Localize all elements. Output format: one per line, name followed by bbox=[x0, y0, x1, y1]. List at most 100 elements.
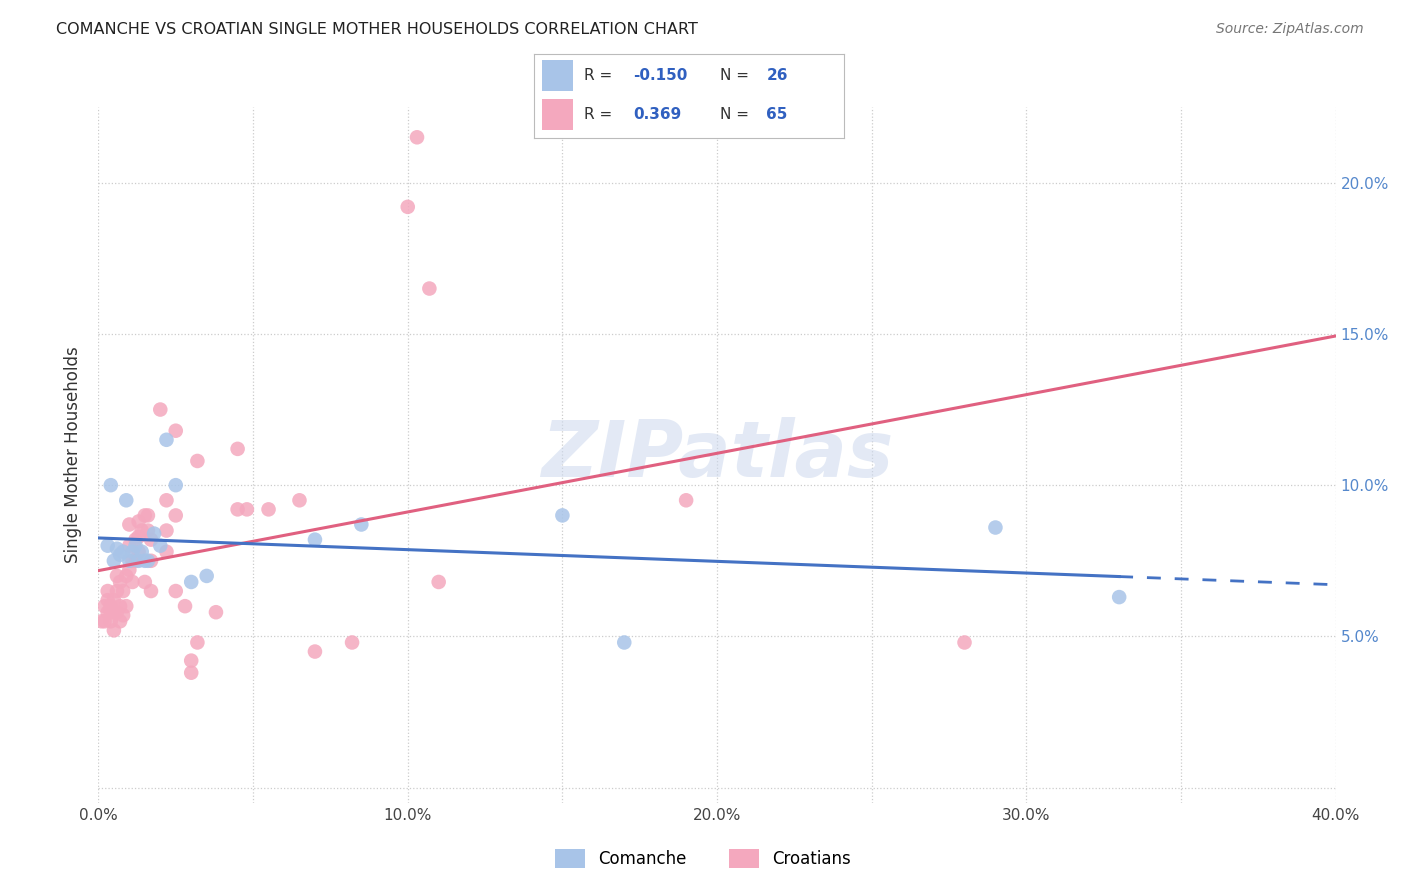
Point bbox=[226, 502, 249, 516]
Point bbox=[1108, 590, 1130, 604]
Point bbox=[984, 520, 1007, 534]
Point bbox=[165, 584, 187, 599]
Point bbox=[105, 569, 128, 583]
Point bbox=[288, 493, 311, 508]
Point bbox=[180, 665, 202, 680]
Point bbox=[134, 508, 156, 523]
Point bbox=[100, 478, 122, 492]
Point bbox=[406, 130, 429, 145]
Point bbox=[121, 574, 143, 589]
Text: R =: R = bbox=[583, 68, 617, 83]
Point bbox=[97, 584, 120, 599]
Point bbox=[155, 493, 177, 508]
Point bbox=[100, 599, 122, 614]
Point bbox=[165, 508, 187, 523]
Point bbox=[121, 554, 143, 568]
Point bbox=[108, 574, 131, 589]
Point bbox=[118, 539, 141, 553]
Point bbox=[118, 563, 141, 577]
Point bbox=[131, 524, 153, 538]
Point bbox=[100, 605, 122, 619]
Point bbox=[115, 599, 138, 614]
Point bbox=[155, 524, 177, 538]
Point bbox=[136, 508, 159, 523]
Point bbox=[100, 615, 122, 629]
Point bbox=[396, 200, 419, 214]
Text: N =: N = bbox=[720, 68, 754, 83]
Point bbox=[186, 454, 208, 468]
Point bbox=[675, 493, 697, 508]
Text: -0.150: -0.150 bbox=[633, 68, 688, 83]
Point bbox=[155, 545, 177, 559]
Point bbox=[613, 635, 636, 649]
Point bbox=[134, 574, 156, 589]
Point bbox=[165, 478, 187, 492]
Point bbox=[149, 402, 172, 417]
Point bbox=[124, 554, 146, 568]
Y-axis label: Single Mother Households: Single Mother Households bbox=[65, 347, 83, 563]
Point bbox=[128, 554, 150, 568]
Point bbox=[165, 424, 187, 438]
Point bbox=[340, 635, 363, 649]
Point bbox=[124, 539, 146, 553]
FancyBboxPatch shape bbox=[541, 61, 574, 91]
Point bbox=[174, 599, 197, 614]
Point bbox=[124, 533, 146, 547]
Point bbox=[97, 605, 120, 619]
Point bbox=[257, 502, 280, 516]
Point bbox=[953, 635, 976, 649]
Point bbox=[350, 517, 373, 532]
Text: N =: N = bbox=[720, 107, 754, 122]
Point bbox=[236, 502, 259, 516]
Point bbox=[90, 615, 112, 629]
Legend: Comanche, Croatians: Comanche, Croatians bbox=[548, 842, 858, 875]
Point bbox=[155, 433, 177, 447]
Point bbox=[115, 569, 138, 583]
Point bbox=[93, 615, 115, 629]
Point bbox=[108, 548, 131, 562]
Point bbox=[108, 599, 131, 614]
Point bbox=[304, 533, 326, 547]
Point bbox=[134, 554, 156, 568]
Text: 26: 26 bbox=[766, 68, 787, 83]
Point bbox=[115, 493, 138, 508]
Point bbox=[118, 554, 141, 568]
Point bbox=[128, 530, 150, 544]
Point bbox=[103, 554, 125, 568]
Point bbox=[93, 599, 115, 614]
Point bbox=[427, 574, 450, 589]
Point bbox=[139, 584, 162, 599]
Point bbox=[128, 545, 150, 559]
Point bbox=[105, 541, 128, 556]
Point bbox=[112, 608, 135, 623]
Text: 0.369: 0.369 bbox=[633, 107, 682, 122]
Point bbox=[136, 524, 159, 538]
Point bbox=[149, 539, 172, 553]
Point bbox=[139, 533, 162, 547]
Point bbox=[121, 545, 143, 559]
Point bbox=[136, 554, 159, 568]
Point bbox=[118, 517, 141, 532]
Point bbox=[205, 605, 228, 619]
Point bbox=[551, 508, 574, 523]
Point bbox=[131, 545, 153, 559]
Point bbox=[143, 526, 166, 541]
Point bbox=[304, 644, 326, 658]
Point bbox=[108, 615, 131, 629]
Point bbox=[112, 545, 135, 559]
Point bbox=[105, 605, 128, 619]
Point bbox=[112, 584, 135, 599]
Text: R =: R = bbox=[583, 107, 617, 122]
Point bbox=[97, 593, 120, 607]
Text: 65: 65 bbox=[766, 107, 787, 122]
FancyBboxPatch shape bbox=[541, 99, 574, 130]
Point bbox=[180, 654, 202, 668]
Point bbox=[103, 593, 125, 607]
Point bbox=[97, 539, 120, 553]
Point bbox=[186, 635, 208, 649]
Point bbox=[103, 624, 125, 638]
Point bbox=[195, 569, 218, 583]
Point bbox=[139, 554, 162, 568]
Point bbox=[103, 605, 125, 619]
Point bbox=[180, 574, 202, 589]
